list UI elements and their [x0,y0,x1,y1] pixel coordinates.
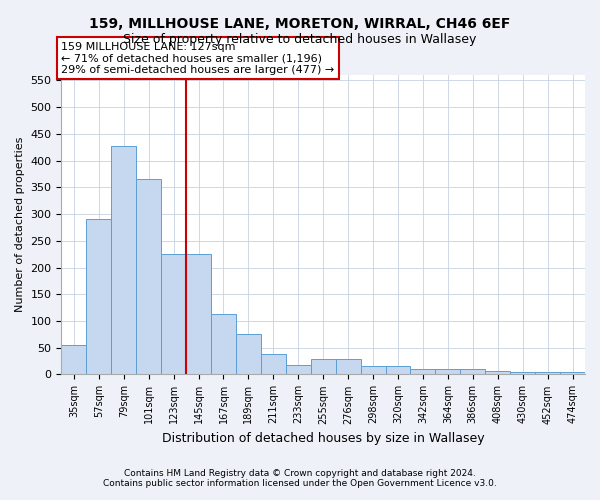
Bar [361,366,386,374]
Bar [86,220,111,374]
Bar [386,366,410,374]
X-axis label: Distribution of detached houses by size in Wallasey: Distribution of detached houses by size … [162,432,485,445]
Y-axis label: Number of detached properties: Number of detached properties [15,137,25,312]
Bar [535,372,560,374]
Text: Size of property relative to detached houses in Wallasey: Size of property relative to detached ho… [124,32,476,46]
Text: Contains public sector information licensed under the Open Government Licence v3: Contains public sector information licen… [103,478,497,488]
Bar [460,369,485,374]
Bar [61,345,86,374]
Bar [436,369,460,374]
Bar [136,180,161,374]
Bar [111,146,136,374]
Bar [335,360,361,374]
Text: 159, MILLHOUSE LANE, MORETON, WIRRAL, CH46 6EF: 159, MILLHOUSE LANE, MORETON, WIRRAL, CH… [89,18,511,32]
Bar [286,365,311,374]
Bar [186,254,211,374]
Bar [485,371,510,374]
Bar [510,372,535,374]
Bar [261,354,286,374]
Text: Contains HM Land Registry data © Crown copyright and database right 2024.: Contains HM Land Registry data © Crown c… [124,468,476,477]
Bar [410,369,436,374]
Bar [560,372,585,374]
Bar [311,360,335,374]
Bar [161,254,186,374]
Text: 159 MILLHOUSE LANE: 127sqm
← 71% of detached houses are smaller (1,196)
29% of s: 159 MILLHOUSE LANE: 127sqm ← 71% of deta… [61,42,335,75]
Bar [236,334,261,374]
Bar [211,314,236,374]
